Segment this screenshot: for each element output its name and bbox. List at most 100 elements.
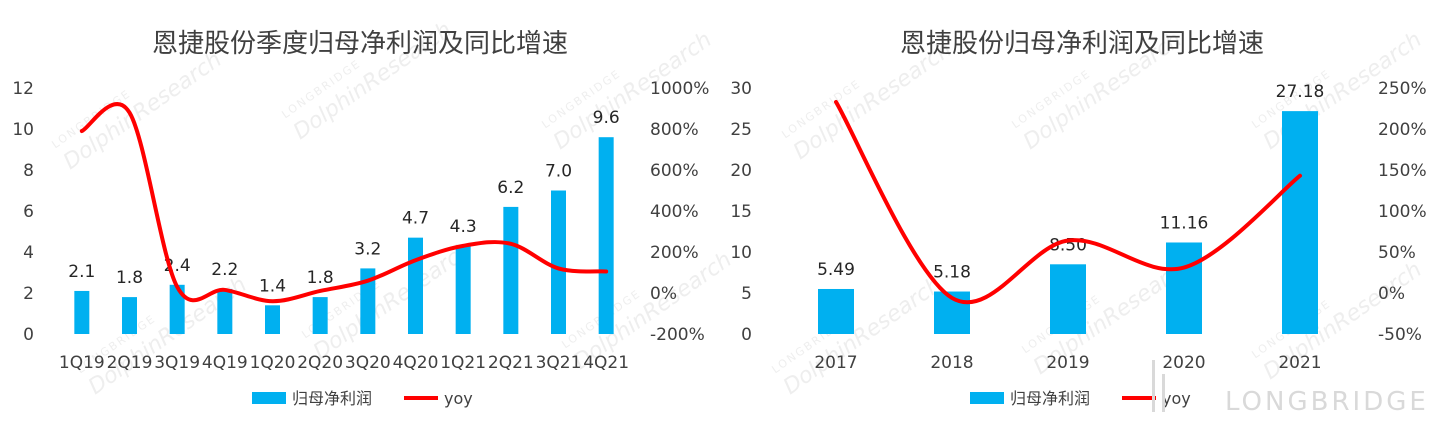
y-right-tick-label: 250%: [1378, 79, 1427, 99]
bar-data-label: 1.8: [307, 268, 334, 288]
y-left-tick-label: 8: [23, 161, 34, 181]
bar-data-label: 1.8: [116, 268, 143, 288]
chart-title: 恩捷股份季度归母净利润及同比增速: [152, 29, 568, 59]
legend-label-line: yoy: [1162, 389, 1191, 408]
y-left-tick-label: 12: [12, 79, 34, 99]
bar-data-label: 2.1: [68, 262, 95, 282]
legend-label-bar: 归母净利润: [292, 389, 372, 408]
y-left-tick-label: 4: [23, 243, 34, 263]
y-right-tick-label: -200%: [650, 325, 705, 345]
y-right-tick-label: 200%: [650, 243, 699, 263]
brand-logo-bar: [1162, 374, 1165, 412]
bar-2019: [1050, 264, 1086, 334]
y-right-tick-label: 600%: [650, 161, 699, 181]
y-right-tick-label: 200%: [1378, 120, 1427, 140]
x-tick-label: 2020: [1162, 353, 1205, 373]
bar-data-label: 5.49: [817, 260, 855, 280]
brand-logo: LONGBRIDGE: [1152, 360, 1429, 417]
legend-swatch-bar: [252, 392, 286, 404]
bar-2021: [1282, 111, 1318, 335]
brand-logo-bar: [1152, 360, 1155, 412]
chart-2: 恩捷股份归母净利润及同比增速 0 5 10 15 20 25 30 -50% 0% 50% 100% 1…: [730, 29, 1426, 408]
y-left-tick-label: 15: [730, 202, 752, 222]
bar-2017: [818, 288, 854, 334]
bar-3Q21: [551, 190, 566, 334]
legend: 归母净利润 yoy: [252, 389, 473, 408]
bar-data-label: 2.2: [211, 260, 238, 280]
bar-data-label: 5.18: [933, 263, 971, 283]
x-tick-label: 3Q21: [536, 353, 582, 373]
bar-2020: [1166, 242, 1202, 334]
chart-title: 恩捷股份归母净利润及同比增速: [900, 29, 1264, 59]
y-right-tick-label: 150%: [1378, 161, 1427, 181]
legend-label-bar: 归母净利润: [1010, 389, 1090, 408]
watermark-large-text: DolphinResearch: [309, 237, 476, 365]
bar-3Q19: [169, 284, 185, 334]
bar-data-label: 1.4: [259, 276, 286, 296]
y-left-tick-label: 10: [12, 120, 34, 140]
watermark-large-text: DolphinResearch: [779, 272, 946, 400]
y-left-tick-label: 20: [730, 161, 752, 181]
chart-1: 恩捷股份季度归母净利润及同比增速 0 2 4 6 8 10 12 -200% 0% 200% 400%…: [12, 29, 709, 408]
y-right-tick-label: 100%: [1378, 202, 1427, 222]
x-tick-label: 1Q19: [59, 353, 105, 373]
bar-data-label: 4.7: [402, 209, 429, 229]
y-left-tick-label: 2: [23, 284, 34, 304]
bar-4Q19: [217, 288, 233, 334]
brand-text: LONGBRIDGE: [1225, 387, 1429, 417]
bar-data-label: 4.3: [450, 217, 477, 237]
y-left-tick-label: 10: [730, 243, 752, 263]
y-left-tick-label: 5: [741, 284, 752, 304]
x-tick-label: 3Q20: [345, 353, 391, 373]
bar-1Q20: [265, 305, 280, 334]
bar-data-label: 27.18: [1276, 82, 1325, 102]
x-tick-label: 4Q20: [393, 353, 439, 373]
bar-2Q19: [122, 297, 137, 334]
bar-4Q20: [408, 237, 423, 334]
y-left-tick-label: 6: [23, 202, 34, 222]
x-tick-label: 4Q21: [583, 353, 629, 373]
x-tick-label: 4Q19: [202, 353, 248, 373]
y-right-tick-label: 400%: [650, 202, 699, 222]
legend-swatch-bar: [970, 392, 1004, 404]
y-left-tick-label: 25: [730, 120, 752, 140]
y-right-tick-label: 50%: [1378, 243, 1416, 263]
bar-2Q21: [503, 206, 519, 334]
bar-4Q21: [598, 137, 614, 334]
x-tick-label: 1Q20: [250, 353, 296, 373]
y-right-tick-label: 0%: [1378, 284, 1405, 304]
y-right-tick-label: 1000%: [650, 79, 709, 99]
legend: 归母净利润 yoy: [970, 389, 1191, 408]
y-left-tick-label: 30: [730, 79, 752, 99]
bar-data-label: 3.2: [354, 239, 381, 259]
yoy-line: [79, 102, 609, 304]
x-tick-label: 2021: [1278, 353, 1321, 373]
x-tick-label: 2018: [930, 353, 973, 373]
y-right-tick-label: -50%: [1378, 325, 1422, 345]
y-left-tick-label: 0: [23, 325, 34, 345]
legend-label-line: yoy: [444, 389, 473, 408]
y-right-tick-label: 0%: [650, 284, 677, 304]
yoy-line: [834, 99, 1302, 305]
bar-1Q19: [74, 290, 90, 334]
x-tick-label: 2Q20: [297, 353, 343, 373]
x-tick-label: 1Q21: [440, 353, 486, 373]
x-tick-label: 3Q19: [154, 353, 200, 373]
bar-data-label: 6.2: [497, 178, 524, 198]
x-tick-label: 2017: [814, 353, 857, 373]
bar-data-label: 7.0: [545, 162, 572, 182]
bar-data-label: 9.6: [593, 108, 620, 128]
y-left-tick-label: 0: [741, 325, 752, 345]
x-tick-label: 2Q21: [488, 353, 534, 373]
x-tick-label: 2019: [1046, 353, 1089, 373]
bar-data-label: 11.16: [1160, 213, 1209, 233]
bar-1Q21: [455, 245, 471, 334]
bar-3Q20: [360, 268, 376, 334]
x-tick-label: 2Q19: [107, 353, 153, 373]
